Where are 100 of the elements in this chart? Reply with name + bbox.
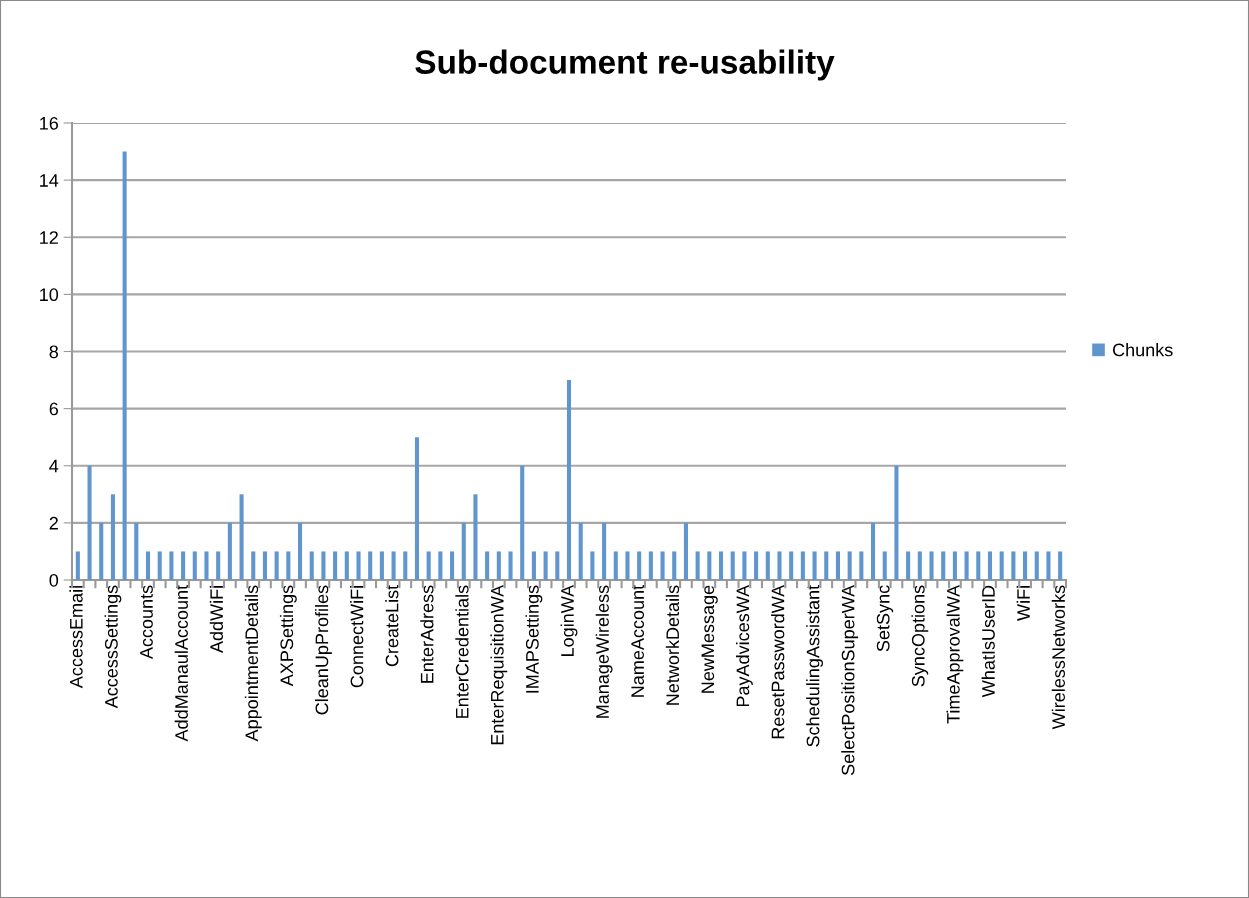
- bar: [952, 551, 957, 580]
- bar: [637, 551, 642, 580]
- x-tick-label: AccessEmail: [69, 586, 83, 689]
- bar: [87, 465, 92, 580]
- bar: [613, 551, 618, 580]
- bar: [625, 551, 630, 580]
- bar: [134, 522, 139, 580]
- bar: [508, 551, 513, 580]
- bar: [297, 522, 303, 580]
- y-tick-label: 4: [49, 459, 59, 473]
- bar: [602, 522, 607, 580]
- x-tick-label: NameAccount: [631, 584, 645, 697]
- bar: [730, 551, 735, 580]
- x-tick-label: AXPSettings: [279, 585, 297, 687]
- y-tick-label: 8: [49, 345, 59, 359]
- bar: [204, 551, 209, 580]
- x-tick-label: NewMessage: [701, 585, 718, 693]
- bar: [987, 551, 993, 580]
- bar: [227, 522, 232, 580]
- bar: [181, 551, 186, 580]
- bar: [286, 551, 291, 580]
- bar: [239, 494, 244, 580]
- bar: [485, 551, 490, 580]
- bar: [543, 551, 548, 580]
- x-tick-label: SyncOptions: [911, 585, 929, 687]
- bar: [333, 551, 338, 580]
- x-tick-label: ResetPasswordWA: [771, 584, 785, 739]
- bar: [1046, 551, 1051, 580]
- bar: [578, 522, 583, 580]
- y-tick-label: 14: [40, 174, 59, 187]
- x-tick-label: AppointmentDetails: [244, 585, 262, 742]
- x-tick-label: EnterRequisitionWA: [490, 584, 508, 745]
- x-tick-label: EnterAdress: [420, 585, 434, 683]
- x-tick-label: ManageWireless: [595, 585, 613, 718]
- x-tick-label: WhatIsUserID: [981, 585, 995, 698]
- bar: [1011, 551, 1016, 580]
- bar: [835, 551, 841, 580]
- bar: [414, 437, 420, 580]
- bar: [742, 551, 747, 580]
- bar: [403, 551, 408, 580]
- bar: [379, 551, 384, 580]
- x-tick-label: SetSync: [876, 585, 894, 652]
- bar: [99, 522, 104, 580]
- bar: [800, 551, 805, 580]
- x-tick-label: AddWiFi: [209, 586, 224, 654]
- bar: [426, 551, 431, 580]
- bar: [707, 551, 712, 580]
- y-tick-label: 2: [49, 516, 58, 530]
- bar: [555, 551, 560, 580]
- bar: [906, 551, 911, 580]
- bar: [917, 551, 922, 580]
- y-tick-label: 12: [40, 231, 58, 244]
- bar: [110, 494, 115, 580]
- bar: [824, 551, 829, 580]
- bar: [718, 551, 724, 580]
- x-tick-label: WiFi: [1016, 586, 1030, 621]
- bar: [941, 551, 946, 580]
- bar: [871, 522, 876, 580]
- bar: [461, 522, 466, 580]
- bar: [1058, 551, 1063, 580]
- x-tick-label: CreateList: [385, 584, 399, 667]
- bar: [648, 551, 653, 580]
- y-tick-label: 16: [40, 116, 59, 130]
- bar: [157, 551, 162, 580]
- bar: [122, 151, 127, 580]
- bar: [321, 551, 326, 580]
- bar: [1034, 551, 1039, 580]
- bar: [683, 522, 688, 580]
- x-tick-label: SchedulingAssistant: [806, 584, 823, 747]
- bar: [356, 551, 361, 580]
- bar: [964, 551, 969, 580]
- x-tick-label: AccessSettings: [104, 585, 122, 709]
- y-tick-label: 0: [49, 573, 59, 587]
- bar: [672, 551, 677, 580]
- bar: [368, 551, 373, 580]
- bar: [847, 551, 852, 580]
- bar: [1023, 551, 1028, 580]
- y-tick-label: 10: [40, 288, 59, 302]
- bar: [765, 551, 770, 580]
- x-tick-label: ConnectWiFi: [350, 586, 364, 688]
- x-tick-label: SelectPositionSuperWA: [841, 584, 859, 776]
- bar: [496, 551, 501, 580]
- x-tick-label: TimeApprovalWA: [946, 584, 964, 724]
- chart-title: Sub-document re-usability: [415, 49, 835, 81]
- bar: [309, 551, 314, 580]
- y-tick-label: 6: [49, 402, 59, 416]
- bar: [859, 551, 864, 580]
- bar: [882, 551, 887, 580]
- bar: [520, 465, 525, 580]
- bar: [391, 551, 396, 580]
- x-tick-label: AddManaulAccount: [174, 584, 188, 742]
- bar: [590, 551, 595, 580]
- bar: [789, 551, 794, 580]
- x-tick-label: EnterCredentials: [455, 585, 469, 718]
- x-tick-label: PayAdvicesWA: [736, 584, 753, 707]
- bar: [450, 551, 455, 580]
- legend-label: Chunks: [1112, 343, 1173, 357]
- x-tick-label: IMAPSettings: [525, 585, 543, 693]
- bar: [894, 465, 899, 580]
- bar: [929, 551, 934, 580]
